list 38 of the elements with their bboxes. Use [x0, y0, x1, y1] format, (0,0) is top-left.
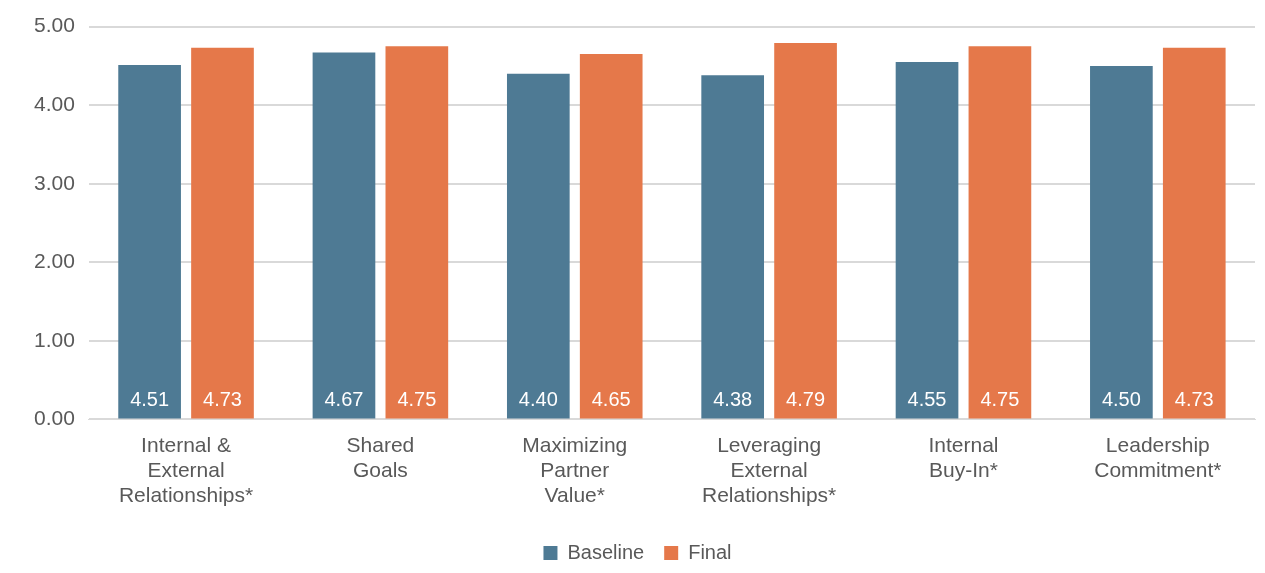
data-label: 4.67 — [324, 387, 364, 410]
legend-label: Baseline — [567, 540, 645, 563]
data-label: 4.51 — [130, 387, 170, 410]
bar — [895, 61, 959, 419]
x-tick-label: Internal & External Relationships* — [118, 432, 254, 507]
bar — [579, 54, 643, 419]
y-tick-label: 4.00 — [34, 91, 75, 115]
bar — [385, 46, 449, 419]
data-label: 4.50 — [1101, 387, 1141, 410]
data-label: 4.40 — [518, 387, 558, 410]
bar — [191, 47, 254, 419]
data-label: 4.79 — [786, 387, 826, 410]
y-tick-label: 3.00 — [34, 170, 75, 194]
y-tick-label: 2.00 — [34, 249, 75, 273]
x-tick-label: Shared Goals — [346, 432, 415, 481]
bar — [968, 46, 1032, 419]
data-label: 4.75 — [397, 387, 437, 410]
x-tick-label: Leadership Commitment* — [1094, 432, 1222, 481]
bar — [118, 65, 181, 419]
data-label: 4.38 — [713, 387, 753, 410]
data-label: 4.55 — [907, 387, 947, 410]
legend-label: Final — [688, 540, 732, 563]
y-tick-label: 0.00 — [34, 406, 75, 430]
x-tick-label: Leveraging External Relationships* — [701, 432, 837, 507]
data-label: 4.73 — [203, 387, 242, 410]
bar — [506, 73, 570, 419]
bar — [1162, 47, 1226, 419]
bar — [701, 75, 765, 419]
bar — [312, 52, 376, 419]
bar — [774, 43, 837, 419]
data-label: 4.73 — [1174, 387, 1214, 410]
x-tick-label: Internal Buy-In* — [928, 432, 999, 481]
bar — [1090, 65, 1153, 419]
y-tick-label: 5.00 — [34, 13, 75, 37]
data-label: 4.65 — [591, 387, 631, 410]
y-tick-label: 1.00 — [34, 327, 75, 351]
data-label: 4.75 — [980, 387, 1020, 410]
x-tick-label: Maximizing Partner Value* — [522, 432, 628, 507]
